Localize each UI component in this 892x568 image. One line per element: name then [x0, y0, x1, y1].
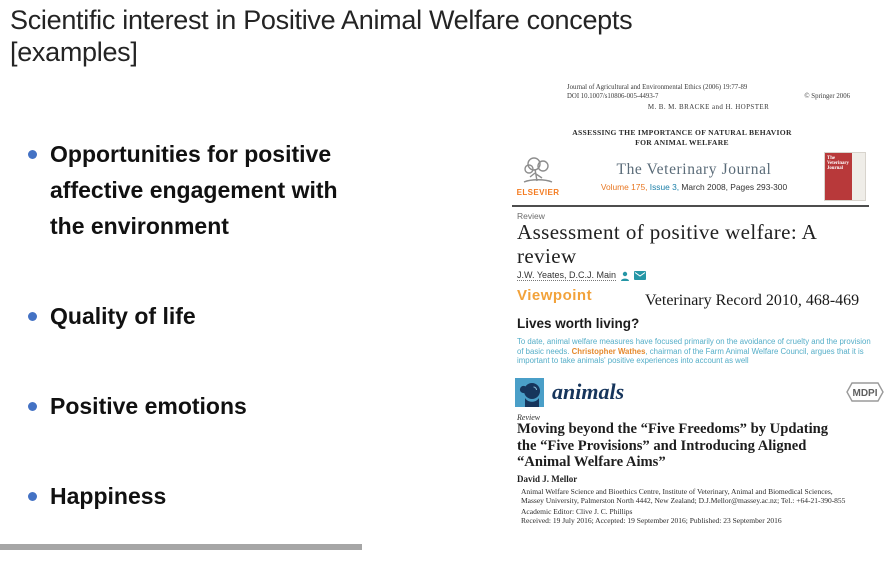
section-divider [512, 205, 869, 207]
journal-cover-art [852, 152, 865, 200]
mdpi-logo-text: MDPI [853, 388, 878, 399]
mdpi-title-line3: “Animal Welfare Aims” [517, 454, 666, 470]
bullet-text: Happiness [50, 483, 167, 509]
bullet-text: Quality of life [50, 303, 196, 329]
journal-name: The Veterinary Journal [616, 160, 772, 178]
springer-authors: M. B. M. BRACKE and H. HOPSTER [647, 103, 770, 111]
list-item: Opportunities for positive affective eng… [28, 136, 360, 244]
volume-issue-line: Volume 175, Issue 3, March 2008, Pages 2… [564, 182, 824, 192]
bullet-icon [28, 312, 37, 321]
springer-article-title-line1: ASSESSING THE IMPORTANCE OF NATURAL BEHA… [572, 128, 792, 137]
page-title-line2: [examples] [10, 37, 138, 68]
elsevier-logo: ELSEVIER [512, 155, 564, 197]
springer-citation: Journal of Agricultural and Environmenta… [567, 84, 850, 101]
animals-journal-logo-icon [515, 377, 544, 407]
vet-record-heading: Lives worth living? [517, 316, 640, 331]
mdpi-logo: MDPI [846, 382, 884, 402]
abstract-author-name: Christopher Wathes [571, 346, 646, 356]
abstract-text: , chairman of the Farm Animal Welfare Co… [517, 346, 864, 366]
email-envelope-icon[interactable] [634, 271, 647, 280]
bullet-icon [28, 402, 37, 411]
article-collage: Journal of Agricultural and Environmenta… [512, 80, 892, 540]
vet-record-abstract: To date, animal welfare measures have fo… [517, 337, 879, 366]
animals-journal-wordmark: animals [552, 379, 625, 404]
springer-copyright: © Springer 2006 [804, 92, 850, 100]
list-item: Happiness [28, 478, 360, 514]
affiliation-line1: Animal Welfare Science and Bioethics Cen… [521, 487, 833, 496]
vet-record-citation: Veterinary Record 2010, 468-469 [645, 292, 860, 309]
date-pages-text: March 2008, Pages 293-300 [679, 181, 788, 192]
page-title-line1: Scientific interest in Positive Animal W… [10, 5, 633, 35]
abstract-text: To date, animal welfare measures have fo… [517, 337, 871, 356]
bullet-icon [28, 492, 37, 501]
author-links[interactable]: J.W. Yeates, D.C.J. Main [517, 270, 617, 281]
bullet-text: Opportunities for positive affective eng… [50, 141, 338, 239]
page-title: Scientific interest in Positive Animal W… [10, 4, 770, 69]
list-item: Positive emotions [28, 388, 360, 424]
bullet-icon [28, 150, 37, 159]
mdpi-title-line2: the “Five Provisions” and Introducing Al… [517, 437, 807, 454]
author-person-icon[interactable] [620, 271, 630, 281]
springer-journal-line: Journal of Agricultural and Environmenta… [567, 84, 748, 91]
mdpi-section-label: Review [517, 413, 541, 422]
elsevier-banner: ELSEVIER The Veterinary Journal Volume 1… [512, 151, 870, 201]
mdpi-affiliation: Animal Welfare Science and Bioethics Cen… [521, 487, 887, 505]
animals-journal-banner: animals MDPI [515, 377, 887, 407]
volume-link[interactable]: Volume 175, [600, 181, 648, 192]
sciencedirect-authors-row: J.W. Yeates, D.C.J. Main [517, 270, 647, 281]
viewpoint-label: Viewpoint [517, 287, 593, 304]
sciencedirect-article-title: Assessment of positive welfare: A review [517, 220, 816, 268]
elsevier-logo-text: ELSEVIER [516, 188, 560, 197]
journal-cover-title: The Veterinary Journal [825, 152, 852, 200]
list-item: Quality of life [28, 298, 360, 334]
springer-doi: DOI 10.1007/s10806-005-4493-7 [567, 92, 659, 100]
mdpi-title-line1: Moving beyond the “Five Freedoms” by Upd… [517, 421, 829, 437]
bullet-list: Opportunities for positive affective eng… [28, 136, 360, 568]
issue-link[interactable]: Issue 3, [647, 181, 680, 192]
springer-article-title: ASSESSING THE IMPORTANCE OF NATURAL BEHA… [512, 128, 852, 147]
veterinary-journal-header: The Veterinary Journal Volume 175, Issue… [564, 161, 824, 192]
mdpi-article-title: Moving beyond the “Five Freedoms” by Upd… [517, 421, 887, 471]
mdpi-received-dates: Received: 19 July 2016; Accepted: 19 Sep… [521, 516, 782, 525]
journal-cover-thumbnail: The Veterinary Journal [824, 151, 866, 201]
mdpi-author: David J. Mellor [517, 474, 578, 484]
affiliation-line2: Massey University, Palmerston North 4442… [521, 496, 846, 505]
springer-article-title-line2: FOR ANIMAL WELFARE [635, 137, 729, 147]
bullet-text: Positive emotions [50, 393, 247, 419]
bottom-edge-artifact [0, 544, 362, 550]
sciencedirect-section-label: Review [517, 211, 545, 221]
elsevier-tree-icon [523, 157, 553, 183]
mdpi-academic-editor: Academic Editor: Clive J. C. Phillips [521, 507, 633, 516]
